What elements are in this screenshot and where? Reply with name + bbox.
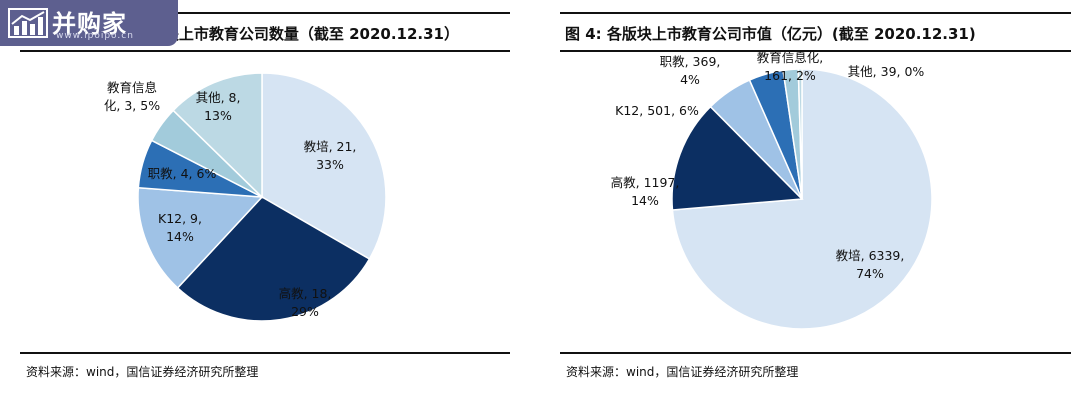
slice-label-4: 职教, 369, 4%: [660, 54, 721, 87]
slice-label-4: 职教, 4, 6%: [148, 166, 217, 181]
chart-title: 图 3: 各版块上市教育公司数量（截至 2020.12.31）: [92, 25, 459, 43]
pie-slice-2: [176, 196, 371, 322]
chart-panel-right: 图 4: 各版块上市教育公司市值（亿元）(截至 2020.12.31) 教培, …: [540, 0, 1081, 406]
source-bar: 资料来源：wind，国信证券经济研究所整理: [560, 352, 1071, 379]
chart-logo-icon: [8, 8, 48, 38]
pie-chart-count: 教培, 21, 33% 高教, 18, 29% K12, 9, 14% 职教, 4, 6% 教…: [104, 72, 387, 322]
slice-label-5: 教育信息化, 3, 5%: [104, 80, 160, 113]
slice-label-3: K12, 9, 14%: [158, 211, 202, 244]
source-note: 资料来源：wind，国信证券经济研究所整理: [26, 365, 259, 379]
slice-label-1: 教培, 6339, 74%: [836, 248, 905, 281]
watermark-url: www.ipoipo.cn: [56, 31, 134, 41]
chart-title: 图 4: 各版块上市教育公司市值（亿元）(截至 2020.12.31): [565, 25, 976, 43]
slice-label-6: 其他, 8, 13%: [196, 90, 241, 123]
pie-chart-market-cap: 教培, 6339, 74% 高教, 1197, 14% K12, 501, 6% 职教, …: [611, 50, 933, 330]
slice-label-2: 高教, 18, 29%: [279, 286, 332, 319]
slice-label-5: 教育信息化, 161, 2%: [757, 50, 823, 83]
watermark-brand: 并购家: [52, 10, 127, 38]
slice-label-2: 高教, 1197, 14%: [611, 175, 680, 208]
pie-slice-3: [137, 186, 264, 289]
pie-slice-1: [261, 72, 387, 261]
chart-title-bar: 图 4: 各版块上市教育公司市值（亿元）(截至 2020.12.31): [560, 12, 1071, 52]
slice-label-1: 教培, 21, 33%: [304, 139, 357, 172]
slice-label-6: 其他, 39, 0%: [848, 64, 925, 79]
chart-title-bar: 图 3: 各版块上市教育公司数量（截至 2020.12.31）: [20, 12, 510, 52]
source-bar: 资料来源：wind，国信证券经济研究所整理: [20, 352, 510, 379]
chart-panel-left: 图 3: 各版块上市教育公司数量（截至 2020.12.31） 教培, 21, 3…: [0, 0, 520, 406]
pie-slice-2: [671, 105, 804, 211]
pie-slice-6: [172, 72, 263, 199]
source-note: 资料来源：wind，国信证券经济研究所整理: [566, 365, 799, 379]
pie-slice-6: [797, 68, 803, 200]
slice-label-3: K12, 501, 6%: [615, 103, 699, 118]
watermark-logo: 并购家 www.ipoipo.cn: [0, 0, 178, 46]
